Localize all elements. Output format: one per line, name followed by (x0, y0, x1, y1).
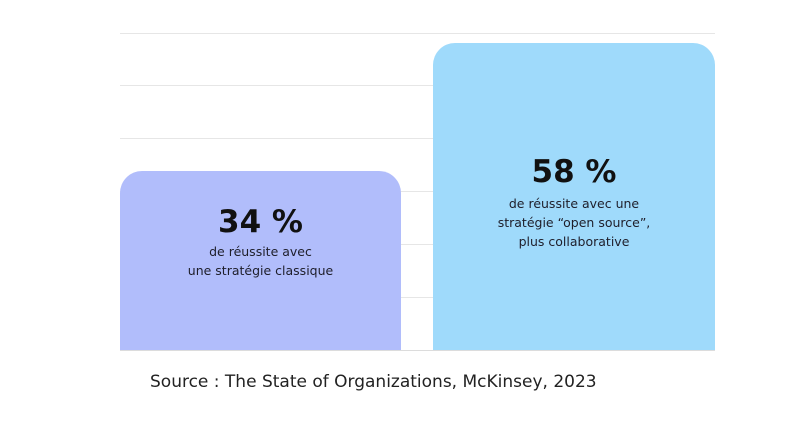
bar-value-label: 58 % (531, 154, 617, 190)
gridline (120, 244, 715, 245)
gridline (120, 191, 715, 192)
gridline (120, 297, 715, 298)
bar-value-label: 34 % (218, 204, 303, 240)
gridline (120, 33, 715, 34)
bar-description: de réussite avec une stratégie classique (187, 244, 334, 278)
bar-open-source-strategy: 58 % de réussite avec une stratégie “ope… (433, 43, 715, 350)
source-caption: Source : The State of Organizations, McK… (150, 372, 597, 392)
bar-description: de réussite avec une stratégie “open sou… (497, 196, 651, 249)
bar-classic-strategy: 34 % de réussite avec une stratégie clas… (120, 171, 401, 350)
gridline (120, 138, 715, 139)
baseline (120, 350, 715, 351)
gridline (120, 85, 715, 86)
